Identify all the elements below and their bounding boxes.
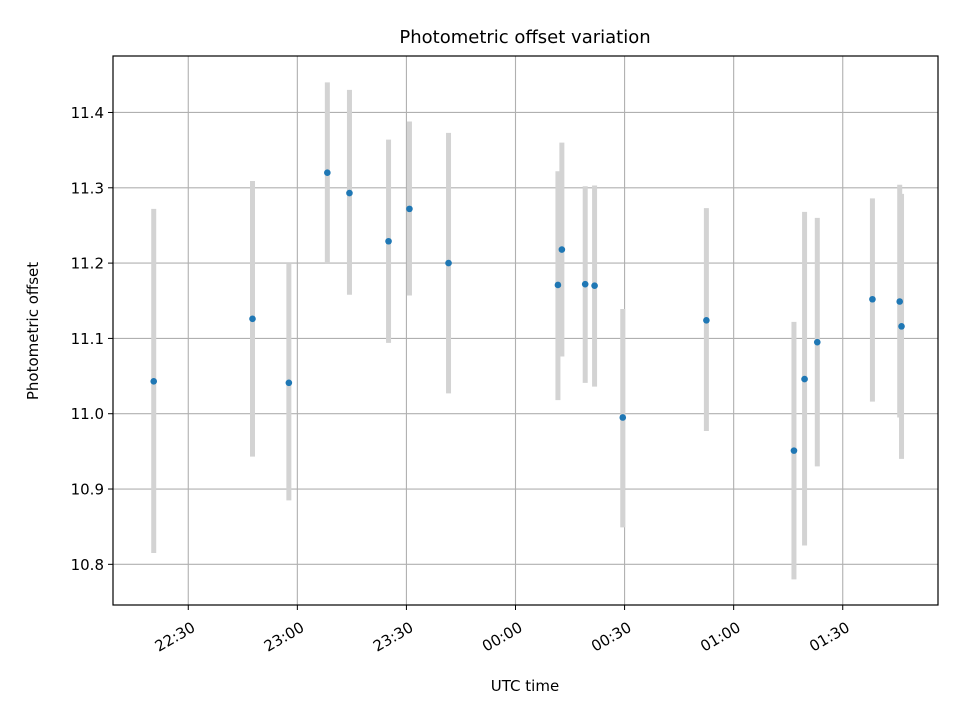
chart-title: Photometric offset variation: [399, 27, 650, 48]
y-axis-label: Photometric offset: [24, 262, 42, 400]
data-point: [150, 378, 158, 385]
y-tick-label: 11.3: [71, 179, 104, 197]
y-tick-label: 10.8: [71, 556, 104, 574]
plot-frame: [112, 55, 939, 606]
data-point: [385, 237, 392, 245]
y-tick-label: 10.9: [71, 481, 104, 499]
y-tick-label: 11.2: [71, 255, 104, 273]
data-point: [619, 414, 627, 421]
y-tick-label: 11.4: [71, 104, 104, 122]
x-axis-label: UTC time: [491, 677, 559, 695]
data-point: [406, 205, 413, 213]
data-point: [813, 338, 821, 346]
data-point: [558, 246, 566, 253]
data-point: [896, 298, 904, 305]
data-point: [898, 323, 905, 330]
data-point: [801, 375, 808, 383]
grid: [113, 56, 938, 605]
y-tick-label: 11.1: [71, 330, 104, 348]
data-point: [324, 169, 331, 177]
y-axis: 10.8 10.9 11.0 11.1 11.2 11.3 11.4: [71, 104, 113, 574]
data-point: [869, 295, 876, 303]
data-point: [581, 280, 589, 288]
data-point: [554, 281, 562, 289]
data-point: [790, 447, 798, 454]
y-tick-label: 11.0: [71, 405, 104, 423]
data-point: [346, 189, 353, 197]
data-point: [285, 379, 293, 387]
data-point: [703, 317, 710, 324]
data-point: [591, 282, 598, 289]
data-points: [150, 169, 905, 454]
data-point: [445, 259, 452, 267]
data-point: [249, 315, 256, 323]
